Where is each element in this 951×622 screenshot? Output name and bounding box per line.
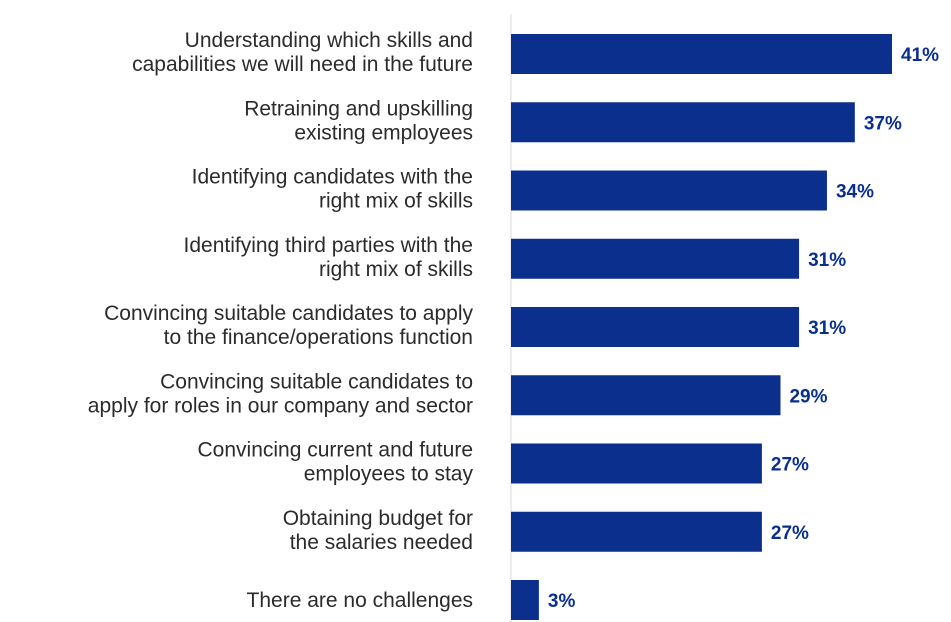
bar-6 (511, 375, 781, 416)
category-label-2: Retraining and upskilling existing employ… (244, 97, 473, 144)
value-label-6: 29% (789, 386, 827, 407)
category-label-3: Identifying candidates with the right mix… (192, 166, 473, 213)
bar-3 (511, 170, 827, 211)
category-labels: Understanding which skills and capabiliti… (88, 29, 474, 612)
category-label-line: right mix of skills (319, 190, 473, 213)
category-label-1: Understanding which skills and capabiliti… (132, 29, 473, 76)
bar-8 (511, 511, 762, 552)
category-label-line: capabilities we will need in the future (132, 53, 473, 76)
value-label-9: 3% (548, 591, 576, 612)
value-label-4: 31% (808, 250, 846, 271)
category-label-line: There are no challenges (247, 589, 473, 612)
category-label-line: existing employees (294, 121, 473, 144)
bar-9 (511, 580, 539, 620)
category-label-line: Retraining and upskilling (244, 97, 473, 120)
value-label-2: 37% (864, 113, 902, 134)
category-label-line: Identifying third parties with the (184, 234, 474, 257)
category-label-line: Convincing current and future (198, 439, 474, 462)
bar-1 (511, 34, 892, 74)
category-label-8: Obtaining budget for the salaries needed (283, 507, 473, 554)
category-label-line: right mix of skills (319, 258, 473, 281)
category-label-line: Convincing suitable candidates to apply (104, 302, 473, 325)
value-label-7: 27% (771, 455, 809, 476)
category-label-line: Identifying candidates with the (192, 166, 473, 189)
value-label-1: 41% (901, 45, 939, 66)
category-label-6: Convincing suitable candidates to apply f… (88, 370, 473, 417)
category-label-line: Convincing suitable candidates to (160, 370, 473, 393)
bar-4 (511, 238, 800, 279)
bar-2 (511, 102, 855, 143)
category-label-9: There are no challenges (247, 589, 473, 612)
category-label-line: employees to stay (304, 463, 474, 486)
category-label-5: Convincing suitable candidates to apply t… (104, 302, 473, 349)
category-label-line: to the finance/operations function (164, 326, 473, 349)
value-label-8: 27% (771, 523, 809, 544)
category-label-line: the salaries needed (290, 531, 473, 554)
bar-7 (511, 443, 762, 484)
category-label-line: Understanding which skills and (185, 29, 473, 52)
value-label-3: 34% (836, 182, 874, 203)
value-label-5: 31% (808, 318, 846, 339)
bars (511, 34, 892, 620)
value-labels: 41% 37% 34% 31% 31% 29% 27% 27% 3% (548, 45, 939, 612)
category-label-4: Identifying third parties with the right … (184, 234, 474, 281)
bar-5 (511, 307, 800, 347)
category-label-line: apply for roles in our company and secto… (88, 394, 473, 417)
category-label-line: Obtaining budget for (283, 507, 473, 530)
category-label-7: Convincing current and future employees t… (198, 439, 474, 486)
